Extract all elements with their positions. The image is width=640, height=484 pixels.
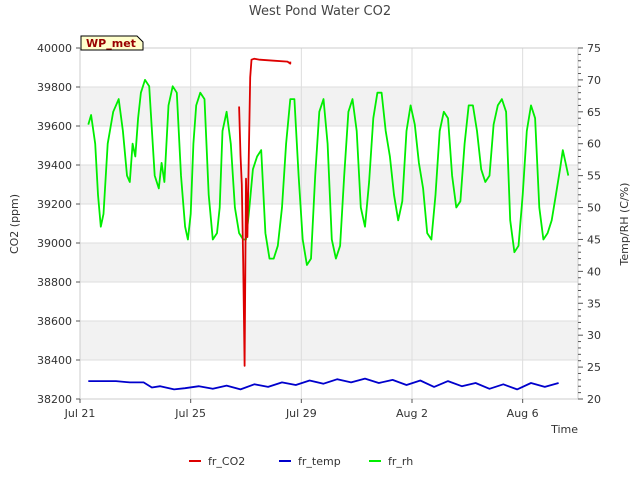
chart-title: West Pond Water CO2 (249, 4, 391, 19)
y-left-axis-title: CO2 (ppm) (8, 194, 21, 254)
y-right-tick-label: 75 (587, 42, 601, 55)
y-right-tick-label: 25 (587, 361, 601, 374)
x-axis-ticks: Jul 21 Jul 25 Jul 29 Aug 2 Aug 6 (64, 399, 539, 420)
series-line-fr-temp (88, 377, 559, 391)
legend: fr_CO2 fr_temp fr_rh (189, 455, 413, 468)
y-right-tick-label: 70 (587, 74, 601, 87)
y-left-axis-ticks: 38200 38400 38600 38800 39000 39200 39400 39600… (37, 42, 80, 406)
background-band (80, 204, 578, 243)
background-band (80, 282, 578, 321)
background-band (80, 321, 578, 360)
series-line-fr-co2 (238, 57, 292, 367)
y-right-axis-title: Temp/RH (C/%) (618, 183, 631, 267)
y-left-tick-label: 40000 (37, 42, 72, 55)
background-band (80, 360, 578, 399)
y-left-tick-label: 39200 (37, 198, 72, 211)
y-left-tick-label: 38600 (37, 315, 72, 328)
y-left-tick-label: 38200 (37, 393, 72, 406)
x-tick-label: Aug 2 (396, 407, 428, 420)
y-right-tick-label: 55 (587, 170, 601, 183)
site-badge: WP_met (80, 35, 144, 51)
series-line-fr-rh (87, 79, 570, 266)
x-tick-label: Aug 6 (507, 407, 539, 420)
y-right-tick-label: 50 (587, 202, 601, 215)
plot-frame (79, 47, 579, 400)
y-right-axis-ticks: 20 25 30 35 40 45 50 55 60 65 70 75 (578, 42, 601, 406)
y-right-tick-label: 35 (587, 297, 601, 310)
y-right-tick-label: 30 (587, 329, 601, 342)
legend-label: fr_rh (388, 455, 413, 468)
background-band (80, 48, 578, 87)
y-right-tick-label: 20 (587, 393, 601, 406)
legend-label: fr_temp (298, 455, 341, 468)
y-left-tick-label: 39000 (37, 237, 72, 250)
y-right-tick-label: 40 (587, 265, 601, 278)
site-badge-label: WP_met (86, 37, 136, 50)
y-left-tick-label: 38800 (37, 276, 72, 289)
x-axis-title: Time (550, 423, 578, 436)
x-tick-label: Jul 25 (174, 407, 206, 420)
background-bands (80, 48, 578, 399)
y-right-tick-label: 60 (587, 138, 601, 151)
y-left-tick-label: 38400 (37, 354, 72, 367)
y-right-tick-label: 65 (587, 106, 601, 119)
legend-label: fr_CO2 (208, 455, 245, 468)
y-left-tick-label: 39600 (37, 120, 72, 133)
site-badge-shape (80, 35, 144, 51)
background-band (80, 243, 578, 282)
background-band (80, 87, 578, 126)
series-layer (87, 57, 570, 391)
y-left-tick-label: 39400 (37, 159, 72, 172)
y-left-tick-label: 39800 (37, 81, 72, 94)
y-right-tick-label: 45 (587, 233, 601, 246)
x-tick-label: Jul 29 (285, 407, 317, 420)
x-tick-label: Jul 21 (64, 407, 96, 420)
